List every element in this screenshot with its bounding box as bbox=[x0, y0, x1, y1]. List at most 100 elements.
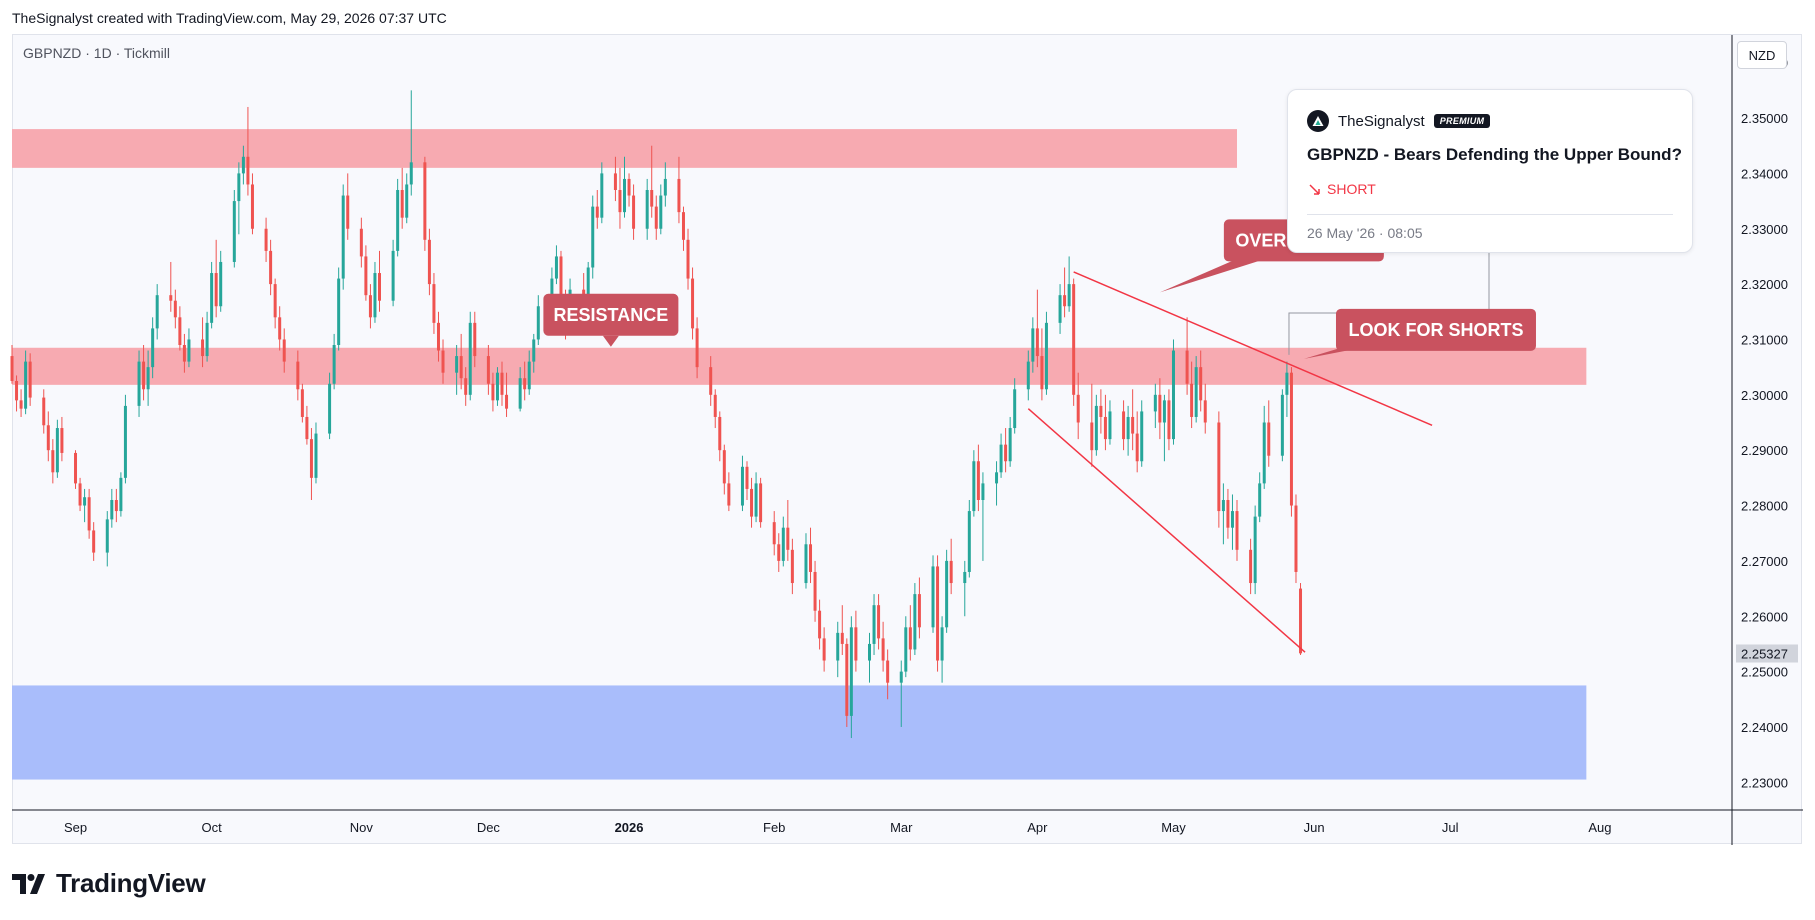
candle-body bbox=[618, 190, 622, 213]
idea-direction-label: SHORT bbox=[1327, 181, 1376, 197]
candle-body bbox=[1294, 505, 1298, 572]
candle-body bbox=[600, 173, 604, 218]
candle bbox=[840, 605, 844, 655]
candle bbox=[1199, 350, 1203, 412]
candle bbox=[137, 350, 141, 417]
candle-body bbox=[237, 173, 241, 202]
candle-body bbox=[1103, 416, 1107, 440]
tradingview-logo[interactable]: TradingView bbox=[12, 868, 206, 899]
candle bbox=[182, 333, 186, 373]
candle-body bbox=[246, 156, 250, 185]
candle bbox=[459, 333, 463, 390]
candle-body bbox=[1135, 433, 1139, 462]
candle bbox=[282, 328, 286, 373]
candle-body bbox=[178, 317, 182, 345]
idea-title[interactable]: GBPNZD - Bears Defending the Upper Bound… bbox=[1307, 145, 1682, 164]
candle-body bbox=[691, 278, 695, 329]
candle bbox=[818, 599, 822, 650]
candle bbox=[1262, 405, 1266, 489]
candle bbox=[1140, 400, 1144, 467]
candle-body bbox=[836, 632, 840, 661]
candle bbox=[1090, 383, 1094, 467]
candle bbox=[972, 450, 976, 517]
candle bbox=[87, 488, 91, 539]
candle-body bbox=[722, 450, 726, 484]
author-avatar-icon[interactable] bbox=[1307, 110, 1329, 132]
candle-body bbox=[1090, 422, 1094, 451]
candle-body bbox=[627, 178, 631, 196]
candle bbox=[19, 389, 23, 417]
x-tick-label: Sep bbox=[64, 820, 87, 835]
candle bbox=[1135, 411, 1139, 473]
candle bbox=[278, 306, 282, 351]
candle-body bbox=[83, 497, 87, 506]
candle-body bbox=[1171, 350, 1175, 440]
candle bbox=[187, 328, 191, 368]
candle bbox=[42, 389, 46, 434]
candle bbox=[1285, 361, 1289, 417]
candle-body bbox=[709, 367, 713, 395]
candle bbox=[346, 173, 350, 240]
candle-body bbox=[232, 201, 236, 262]
candle-body bbox=[1199, 367, 1203, 401]
candle-body bbox=[1126, 416, 1130, 440]
candle bbox=[813, 560, 817, 622]
candle bbox=[55, 419, 59, 478]
chart-caption: TheSignalyst created with TradingView.co… bbox=[12, 10, 447, 26]
candle-body bbox=[500, 372, 504, 395]
candle-body bbox=[849, 627, 853, 716]
candle-body bbox=[632, 195, 636, 229]
x-tick-label: Dec bbox=[477, 820, 501, 835]
candle bbox=[468, 311, 472, 401]
y-tick-label: 2.25000 bbox=[1741, 665, 1788, 680]
candle bbox=[296, 350, 300, 401]
candle bbox=[1013, 378, 1017, 434]
candle bbox=[740, 455, 744, 512]
candle bbox=[1217, 411, 1221, 528]
candle bbox=[618, 167, 622, 229]
candle bbox=[1230, 494, 1234, 550]
candle-body bbox=[1008, 428, 1012, 462]
candle bbox=[754, 472, 758, 523]
candle-body bbox=[51, 450, 55, 473]
candle bbox=[337, 267, 341, 351]
candle-body bbox=[464, 378, 468, 395]
candle bbox=[436, 311, 440, 362]
axes-layer: 2.23000 2.24000 2.25000 2.26000 2.27000 2.280… bbox=[12, 35, 1803, 845]
candle bbox=[1035, 289, 1039, 368]
candle-body bbox=[586, 267, 590, 312]
candle bbox=[368, 284, 372, 329]
candle bbox=[373, 261, 377, 323]
look-for-shorts-callout-box bbox=[1335, 308, 1536, 351]
candle bbox=[722, 444, 726, 495]
candle bbox=[1299, 583, 1303, 655]
candle-body bbox=[409, 162, 413, 185]
candle-body bbox=[1262, 422, 1266, 484]
candle-body bbox=[777, 544, 781, 561]
candle bbox=[1235, 500, 1239, 561]
candle-body bbox=[205, 322, 209, 357]
candle bbox=[473, 311, 477, 368]
look-for-shorts-callout: LOOK FOR SHORTS bbox=[1303, 308, 1536, 359]
candle bbox=[518, 367, 522, 412]
candle bbox=[123, 394, 127, 484]
y-tick-label: 2.32000 bbox=[1741, 277, 1788, 292]
idea-card[interactable]: TheSignalyst PREMIUM GBPNZD - Bears Defe… bbox=[1287, 89, 1693, 253]
candle-body bbox=[314, 433, 318, 478]
x-tick-label: Jul bbox=[1442, 820, 1459, 835]
candle bbox=[328, 372, 332, 440]
candle-body bbox=[750, 488, 754, 517]
author-name[interactable]: TheSignalyst bbox=[1338, 112, 1425, 130]
over-bearish-callout-pointer bbox=[1159, 259, 1264, 293]
candle-body bbox=[296, 361, 300, 390]
candle bbox=[1099, 389, 1103, 434]
candle bbox=[536, 295, 540, 345]
currency-button[interactable]: NZD bbox=[1737, 41, 1787, 69]
candle-body bbox=[1249, 549, 1253, 584]
candle bbox=[146, 350, 150, 406]
candle bbox=[949, 538, 953, 595]
candle-body bbox=[495, 372, 499, 401]
candle bbox=[201, 317, 205, 368]
candle-body bbox=[1203, 400, 1207, 423]
